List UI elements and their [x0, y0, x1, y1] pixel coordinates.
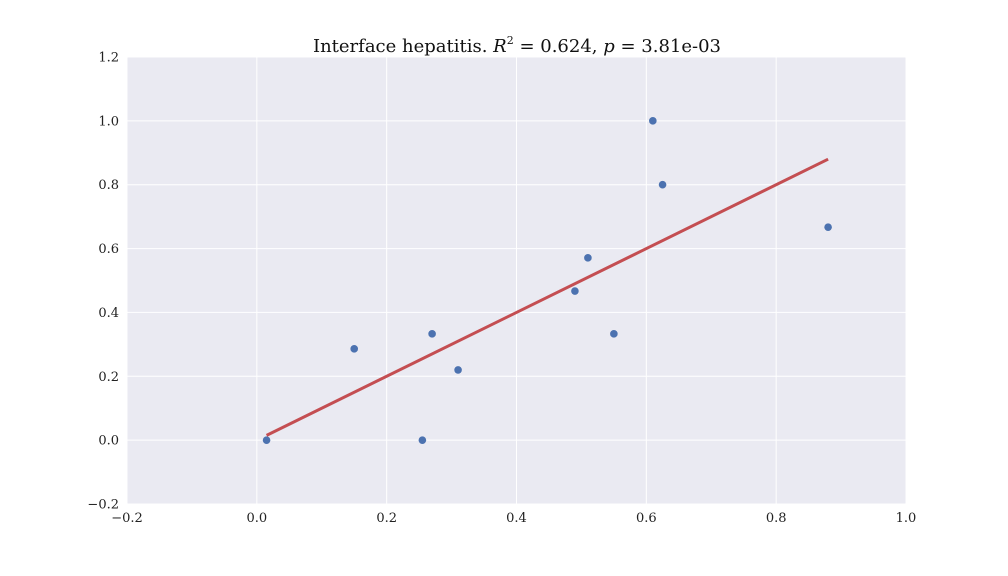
- y-tick-label: 1.0: [98, 114, 119, 129]
- y-tick-label: 0.8: [98, 178, 119, 193]
- x-tick-label: 0.4: [506, 511, 527, 526]
- x-tick-label: 0.8: [766, 511, 787, 526]
- x-tick-label: 0.2: [376, 511, 397, 526]
- x-tick-label: 1.0: [896, 511, 917, 526]
- x-axis-ticks: −0.2 0.0 0.2 0.4 0.6 0.8 1.0: [111, 511, 916, 526]
- x-tick-label: 0.0: [246, 511, 267, 526]
- data-point: [262, 436, 271, 444]
- fit-line-layer: [265, 157, 829, 437]
- data-point: [610, 330, 618, 338]
- fit-line: [265, 157, 829, 437]
- data-point: [824, 223, 832, 231]
- title-p-value: = 3.81e-03: [615, 36, 721, 57]
- chart-title: Interface hepatitis. R2 = 0.624, p = 3.8…: [313, 34, 721, 57]
- y-tick-label: 0.6: [98, 242, 119, 257]
- title-prefix: Interface hepatitis.: [313, 36, 493, 57]
- data-point: [454, 366, 462, 374]
- y-tick-label: 1.2: [98, 51, 119, 66]
- data-point: [571, 287, 579, 295]
- y-tick-label: −0.2: [87, 498, 119, 513]
- title-r-symbol: R: [492, 36, 507, 57]
- title-r-exponent: 2: [507, 34, 514, 47]
- data-point: [350, 345, 359, 353]
- data-point: [418, 436, 427, 444]
- data-point: [649, 117, 657, 125]
- data-point: [428, 330, 436, 338]
- data-point: [658, 180, 667, 189]
- y-tick-label: 0.4: [98, 306, 119, 321]
- x-tick-label: 0.6: [636, 511, 657, 526]
- y-tick-label: 0.2: [98, 370, 119, 385]
- data-points: [262, 117, 832, 444]
- title-p-symbol: p: [603, 36, 615, 57]
- title-r-value: = 0.624,: [514, 36, 604, 57]
- data-point: [584, 254, 592, 262]
- y-axis-ticks: −0.2 0.0 0.2 0.4 0.6 0.8 1.0 1.2: [87, 51, 119, 513]
- x-tick-label: −0.2: [111, 511, 143, 526]
- y-tick-label: 0.0: [98, 434, 119, 449]
